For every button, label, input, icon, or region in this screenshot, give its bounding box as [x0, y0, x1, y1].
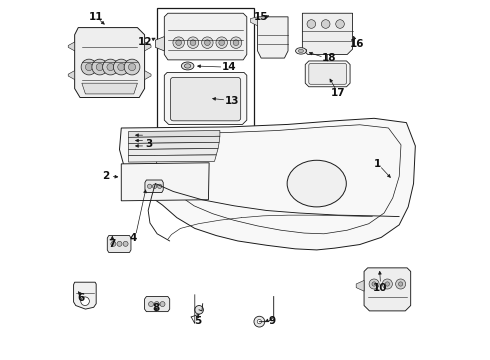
Circle shape — [81, 297, 89, 306]
Polygon shape — [164, 72, 247, 125]
Circle shape — [85, 63, 93, 71]
Text: 4: 4 — [129, 233, 137, 243]
Text: 7: 7 — [108, 239, 115, 249]
Circle shape — [102, 59, 119, 75]
Circle shape — [382, 279, 392, 289]
Circle shape — [230, 37, 242, 48]
Text: 8: 8 — [152, 303, 160, 314]
Text: 14: 14 — [221, 62, 236, 72]
Circle shape — [395, 279, 406, 289]
Circle shape — [204, 40, 210, 45]
Circle shape — [96, 63, 103, 71]
Circle shape — [160, 302, 165, 307]
Polygon shape — [164, 13, 247, 60]
Text: 16: 16 — [350, 40, 364, 49]
Circle shape — [157, 184, 162, 188]
Circle shape — [187, 37, 199, 48]
Circle shape — [201, 37, 213, 48]
Polygon shape — [145, 180, 163, 193]
Ellipse shape — [181, 62, 194, 70]
Polygon shape — [122, 163, 209, 201]
Circle shape — [147, 184, 152, 188]
Ellipse shape — [295, 48, 306, 54]
Polygon shape — [356, 280, 364, 291]
Circle shape — [385, 282, 390, 286]
Polygon shape — [82, 83, 137, 94]
FancyBboxPatch shape — [309, 63, 346, 84]
Circle shape — [219, 40, 224, 45]
Text: 10: 10 — [373, 283, 388, 293]
Circle shape — [372, 282, 376, 286]
Polygon shape — [145, 71, 151, 80]
Circle shape — [128, 63, 136, 71]
Ellipse shape — [287, 160, 346, 207]
Polygon shape — [128, 142, 219, 149]
Polygon shape — [107, 235, 131, 252]
Circle shape — [173, 37, 184, 48]
Circle shape — [154, 302, 159, 307]
Text: 11: 11 — [89, 12, 103, 22]
Circle shape — [113, 59, 129, 75]
Text: 1: 1 — [373, 159, 381, 169]
Circle shape — [369, 279, 379, 289]
Circle shape — [123, 241, 128, 246]
Text: 12: 12 — [138, 37, 152, 47]
Text: 18: 18 — [322, 53, 337, 63]
Polygon shape — [145, 297, 170, 312]
Circle shape — [216, 37, 227, 48]
Circle shape — [118, 63, 125, 71]
Circle shape — [257, 319, 262, 324]
Polygon shape — [258, 17, 288, 58]
Polygon shape — [128, 148, 218, 156]
Polygon shape — [74, 28, 145, 98]
Circle shape — [148, 302, 153, 307]
Polygon shape — [68, 71, 74, 80]
Circle shape — [111, 241, 116, 246]
Polygon shape — [74, 282, 96, 309]
Circle shape — [176, 40, 181, 45]
Polygon shape — [302, 13, 353, 54]
Polygon shape — [128, 155, 216, 162]
Polygon shape — [128, 131, 220, 137]
Polygon shape — [128, 136, 220, 143]
Text: 17: 17 — [331, 88, 345, 98]
Ellipse shape — [184, 64, 191, 68]
Ellipse shape — [298, 49, 303, 53]
Circle shape — [92, 59, 108, 75]
Text: 15: 15 — [254, 12, 269, 22]
Text: 13: 13 — [225, 96, 240, 106]
Polygon shape — [250, 17, 258, 26]
Circle shape — [107, 63, 114, 71]
Text: 3: 3 — [145, 139, 152, 149]
Circle shape — [152, 184, 157, 188]
Polygon shape — [305, 61, 350, 87]
Circle shape — [117, 241, 122, 246]
Polygon shape — [145, 42, 151, 51]
Circle shape — [195, 306, 203, 314]
Circle shape — [398, 282, 403, 286]
Circle shape — [81, 59, 97, 75]
Text: 6: 6 — [77, 293, 84, 303]
Polygon shape — [364, 268, 411, 311]
Circle shape — [336, 20, 344, 28]
Text: 2: 2 — [102, 171, 109, 181]
Circle shape — [190, 40, 196, 45]
Polygon shape — [155, 37, 164, 51]
Circle shape — [307, 20, 316, 28]
Text: 5: 5 — [194, 316, 201, 325]
Polygon shape — [120, 118, 416, 250]
Circle shape — [321, 20, 330, 28]
Circle shape — [124, 59, 140, 75]
FancyBboxPatch shape — [171, 77, 241, 121]
Polygon shape — [68, 42, 74, 51]
Text: 9: 9 — [269, 316, 275, 325]
Circle shape — [254, 316, 265, 327]
Circle shape — [233, 40, 239, 45]
